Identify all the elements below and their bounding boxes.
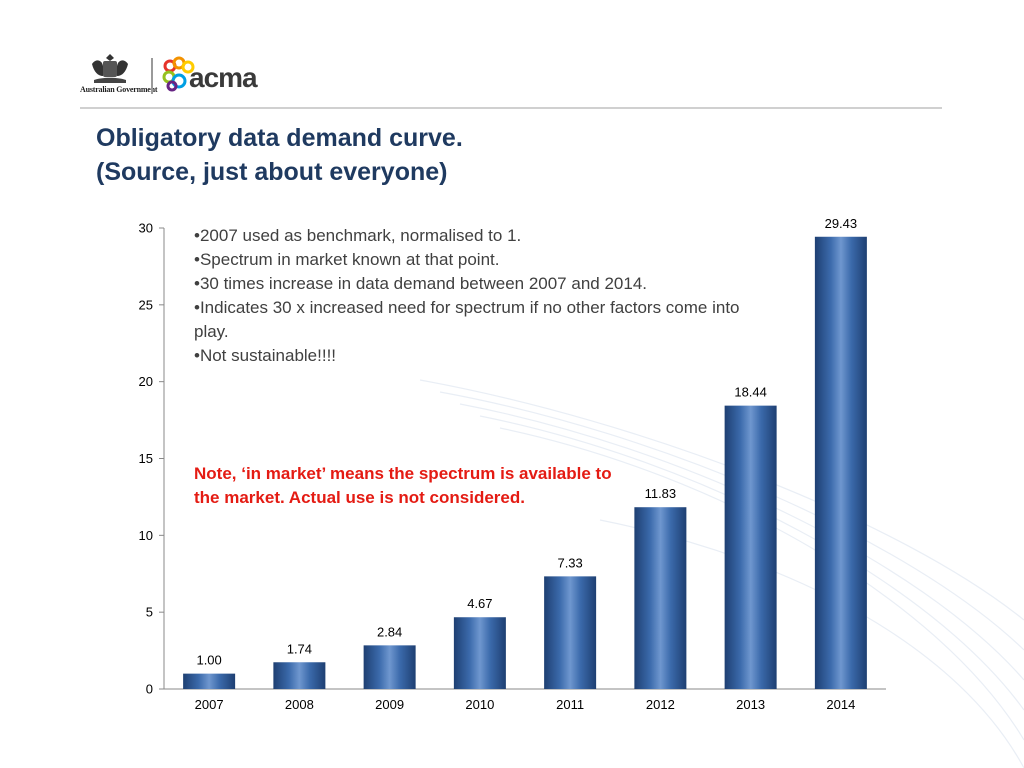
x-tick-label: 2013 [736, 697, 765, 712]
bar-value-label: 4.67 [467, 596, 492, 611]
bar-2008 [273, 662, 326, 689]
bar-value-label: 2.84 [377, 624, 402, 639]
bullet-item: •30 times increase in data demand betwee… [194, 274, 647, 293]
bar-2010 [453, 617, 506, 689]
x-tick-label: 2008 [285, 697, 314, 712]
y-tick-label: 10 [139, 528, 153, 543]
y-axis-ticks: 0 5 10 15 20 25 30 [139, 221, 164, 697]
bar-2014 [814, 236, 867, 689]
x-tick-label: 2011 [556, 697, 584, 712]
slide-title: Obligatory data demand curve. (Source, j… [96, 121, 463, 189]
y-tick-label: 30 [139, 221, 153, 236]
slide-title-line-2: (Source, just about everyone) [96, 158, 448, 186]
bar-value-label: 11.83 [645, 486, 677, 501]
note-text: Note, ‘in market’ means the spectrum is … [194, 464, 612, 507]
x-tick-label: 2009 [375, 697, 404, 712]
x-tick-label: 2010 [465, 697, 494, 712]
bullet-item: •Spectrum in market known at that point. [194, 250, 500, 269]
acma-rings-icon [162, 56, 195, 92]
bar-value-label: 29.43 [825, 216, 858, 231]
bar-2009 [363, 645, 416, 689]
bar-2012 [634, 507, 687, 689]
bar-value-label: 18.44 [734, 385, 767, 400]
y-tick-label: 0 [146, 682, 153, 697]
x-tick-label: 2014 [826, 697, 855, 712]
bar-value-label: 7.33 [557, 555, 582, 570]
y-tick-label: 5 [146, 605, 153, 620]
bullet-item: •Indicates 30 x increased need for spect… [194, 298, 740, 341]
x-tick-label: 2007 [195, 697, 224, 712]
bar-2011 [544, 576, 597, 689]
bullet-list: •2007 used as benchmark, normalised to 1… [194, 224, 754, 368]
acma-logo-text: acma [189, 62, 258, 93]
y-tick-label: 20 [139, 374, 153, 389]
bullet-item: •Not sustainable!!!! [194, 346, 337, 365]
government-label: Australian Government [80, 85, 158, 94]
header-rule [80, 107, 942, 109]
bars-group: 1.00 1.74 2.84 4.67 7.33 11.83 18.44 29.43 [183, 216, 867, 689]
x-axis-labels: 2007 2008 2009 2010 2011 2012 2013 2014 [195, 697, 856, 712]
y-tick-label: 15 [139, 451, 153, 466]
x-tick-label: 2012 [646, 697, 675, 712]
bar-value-label: 1.00 [196, 653, 221, 668]
header-logos: Australian Government acma [78, 52, 278, 98]
bar-2007 [183, 673, 236, 689]
bar-2013 [724, 405, 777, 689]
coat-of-arms-icon [92, 54, 128, 83]
logo-divider [151, 58, 153, 94]
slide-title-line-1: Obligatory data demand curve. [96, 124, 463, 152]
bar-value-label: 1.74 [287, 641, 312, 656]
bullet-item: •2007 used as benchmark, normalised to 1… [194, 226, 522, 245]
y-tick-label: 25 [139, 297, 153, 312]
